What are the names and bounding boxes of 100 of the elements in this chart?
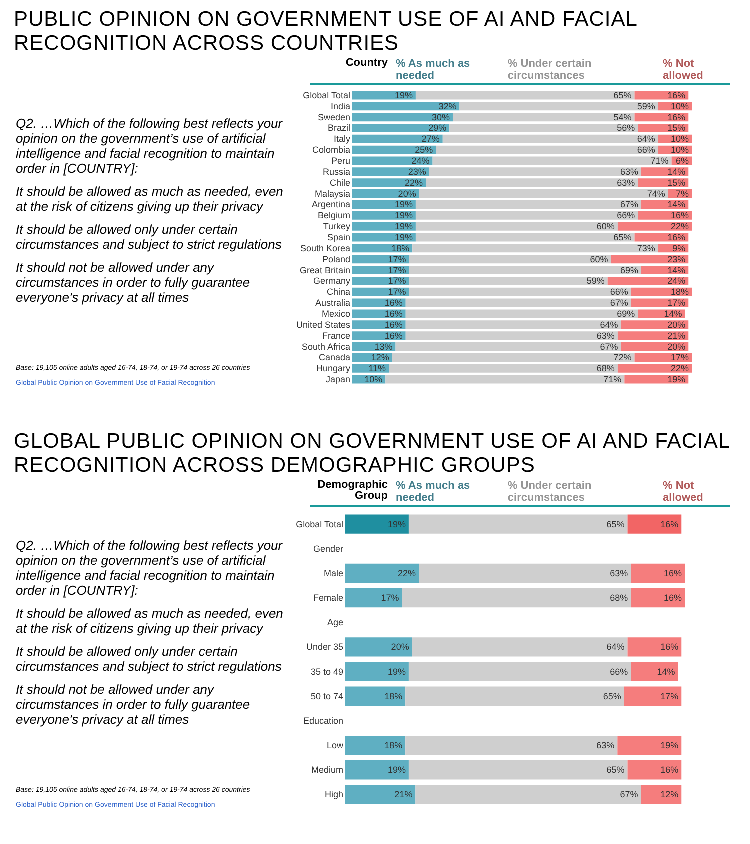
- text: It should not be allowed under any circumstances in order to fully guarantee everyone’s privacy at all times: [16, 682, 252, 727]
- data-label: 18%: [392, 243, 410, 254]
- bar: [419, 564, 632, 584]
- data-label: 17%: [388, 276, 406, 286]
- data-label: 30%: [432, 112, 450, 122]
- y-tick-label: Global Total: [296, 519, 344, 530]
- data-label: 10%: [670, 145, 689, 156]
- data-label: 67%: [610, 298, 628, 308]
- bar: [618, 736, 682, 756]
- bar: [460, 102, 658, 111]
- text: It should be allowed as much as needed, even at the risk of citizens giving up their privacy: [16, 606, 284, 636]
- data-label: 65%: [614, 232, 632, 242]
- bar: [402, 588, 632, 608]
- data-label: 9%: [672, 243, 686, 254]
- data-label: 10%: [364, 374, 383, 385]
- bar: [345, 686, 406, 706]
- bar: [409, 276, 608, 286]
- data-label: 19%: [660, 740, 679, 751]
- bar: [624, 686, 682, 706]
- y-tick-label: High: [324, 790, 344, 800]
- y-tick-label: Malaysia: [314, 188, 350, 199]
- y-tick-label: South Korea: [300, 243, 350, 254]
- data-label: 14%: [668, 265, 686, 276]
- data-label: 23%: [668, 254, 686, 264]
- y-axis-title: Demographic Group: [316, 479, 388, 504]
- data-label: 10%: [670, 134, 689, 144]
- y-tick-label: Education: [303, 716, 344, 726]
- data-label: 67%: [620, 790, 638, 800]
- bar: [452, 113, 635, 122]
- bar: [641, 785, 682, 804]
- bar: [634, 233, 689, 242]
- series-label: % Not allowed: [663, 480, 704, 504]
- data-label: 15%: [668, 123, 686, 134]
- data-label: 59%: [586, 276, 605, 286]
- data-label: 19%: [394, 222, 413, 232]
- data-label: 17%: [381, 593, 400, 604]
- data-label: 65%: [606, 519, 625, 530]
- bar: [396, 342, 622, 352]
- y-tick-label: Germany: [313, 276, 351, 286]
- data-label: 18%: [670, 287, 689, 298]
- data-label: 22%: [398, 568, 416, 578]
- data-label: 17%: [670, 352, 689, 363]
- bar: [409, 255, 612, 264]
- text: It should be allowed as much as needed, even at the risk of citizens giving up their privacy: [16, 184, 284, 214]
- data-label: 66%: [610, 287, 628, 298]
- series-label: % As much as needed: [396, 480, 472, 504]
- bar: [408, 760, 628, 780]
- bar: [345, 514, 409, 534]
- text: Q2. …Which of the following best reflects your opinion on the government’s use of artificial intelligence and facial recognition to maintain order in [COUNTRY]:: [16, 116, 284, 176]
- bar: [631, 564, 685, 584]
- bar: [345, 662, 409, 682]
- data-label: 13%: [374, 342, 393, 352]
- y-tick-label: Poland: [322, 254, 350, 264]
- data-label: 66%: [617, 210, 636, 221]
- data-label: 56%: [617, 123, 636, 134]
- y-axis-title: Country: [344, 57, 388, 71]
- y-tick-label: Australia: [315, 298, 350, 308]
- data-label: 63%: [596, 330, 615, 341]
- data-label: 64%: [600, 320, 618, 330]
- bar: [409, 266, 642, 275]
- data-label: 17%: [668, 298, 686, 308]
- bar: [608, 276, 689, 286]
- data-label: 21%: [668, 330, 686, 341]
- y-tick-label: Global Total: [303, 90, 350, 100]
- data-label: 7%: [676, 188, 689, 199]
- bar: [442, 134, 658, 144]
- data-label: 19%: [388, 765, 406, 776]
- data-label: 11%: [368, 364, 386, 374]
- y-tick-label: Mexico: [322, 308, 350, 319]
- data-label: 16%: [384, 308, 403, 319]
- bar: [416, 233, 635, 242]
- data-label: 65%: [614, 90, 632, 100]
- data-label: 16%: [660, 642, 679, 652]
- series-label: % Not allowed: [663, 58, 704, 82]
- bar: [450, 124, 638, 132]
- bar: [352, 102, 460, 111]
- bar: [352, 146, 436, 154]
- bar: [436, 146, 658, 154]
- data-label: 12%: [660, 790, 679, 800]
- chart-title: PUBLIC OPINION ON GOVERNMENT USE OF AI AND FACIAL RECOGNITION ACROSS COUNTRIES: [13, 7, 638, 57]
- data-label: 19%: [394, 210, 413, 221]
- y-tick-label: Gender: [313, 544, 344, 554]
- data-label: 19%: [394, 200, 413, 210]
- data-label: 19%: [394, 90, 413, 100]
- data-label: 14%: [664, 308, 682, 319]
- bar: [429, 168, 642, 176]
- data-label: 19%: [388, 519, 406, 530]
- data-label: 69%: [620, 265, 639, 276]
- bar: [406, 298, 632, 308]
- y-tick-label: Italy: [334, 134, 351, 144]
- y-tick-label: Under 35: [306, 642, 344, 652]
- data-label: 72%: [614, 352, 632, 363]
- bar: [611, 255, 689, 264]
- bar: [345, 588, 402, 608]
- bar: [345, 564, 420, 584]
- bar: [408, 514, 628, 534]
- bar: [631, 662, 678, 682]
- data-label: 73%: [637, 243, 656, 254]
- bar: [628, 760, 682, 780]
- y-tick-label: Hungary: [316, 364, 351, 374]
